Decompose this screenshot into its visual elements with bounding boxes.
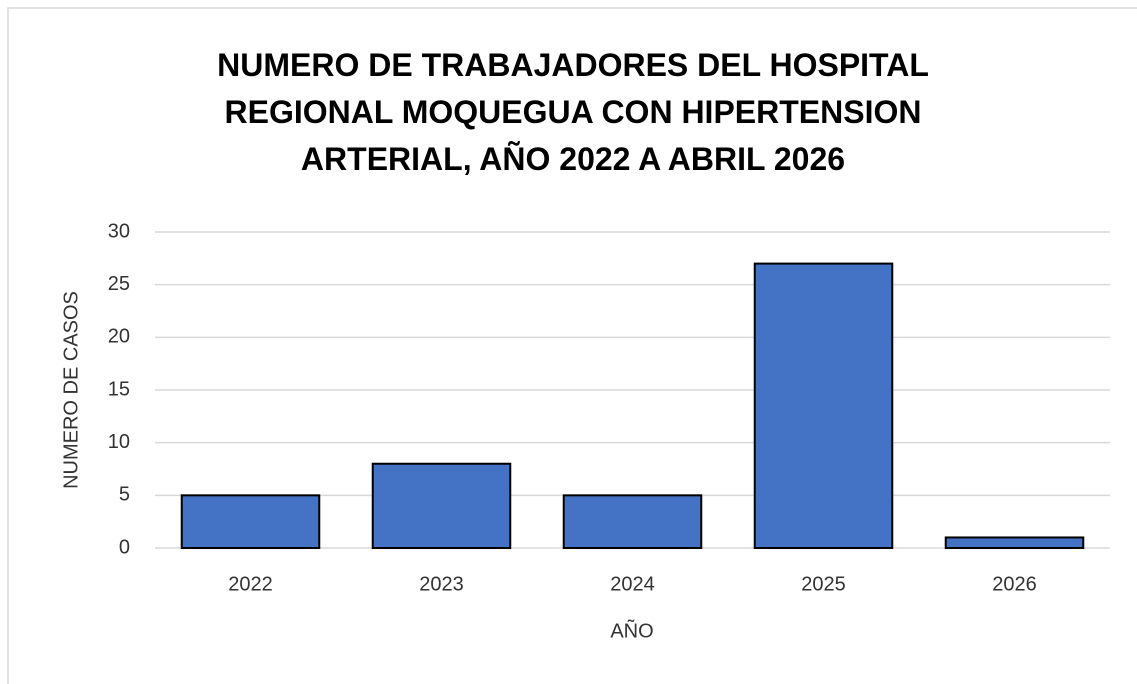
- chart-border: [7, 7, 1137, 684]
- y-tick-label: 25: [108, 273, 130, 295]
- y-tick-label: 10: [108, 431, 130, 453]
- bar: [371, 462, 512, 550]
- y-axis-title: NUMERO DE CASOS: [60, 291, 82, 489]
- y-tick-label: 20: [108, 326, 130, 348]
- x-tick-label: 2026: [992, 573, 1037, 595]
- bar: [944, 536, 1085, 550]
- y-tick-label: 0: [119, 536, 130, 558]
- y-tick-label: 30: [108, 220, 130, 242]
- y-tick-label: 15: [108, 378, 130, 400]
- chart-title: NUMERO DE TRABAJADORES DEL HOSPITAL REGI…: [217, 47, 929, 177]
- x-axis-title: AÑO: [610, 618, 653, 642]
- bar: [180, 494, 321, 550]
- y-tick-label: 5: [119, 484, 130, 506]
- x-tick-label: 2023: [419, 573, 464, 595]
- x-tick-label: 2024: [610, 573, 655, 595]
- bar: [753, 262, 894, 549]
- x-tick-label: 2022: [228, 573, 273, 595]
- bar: [562, 494, 703, 550]
- x-tick-label: 2025: [801, 573, 846, 595]
